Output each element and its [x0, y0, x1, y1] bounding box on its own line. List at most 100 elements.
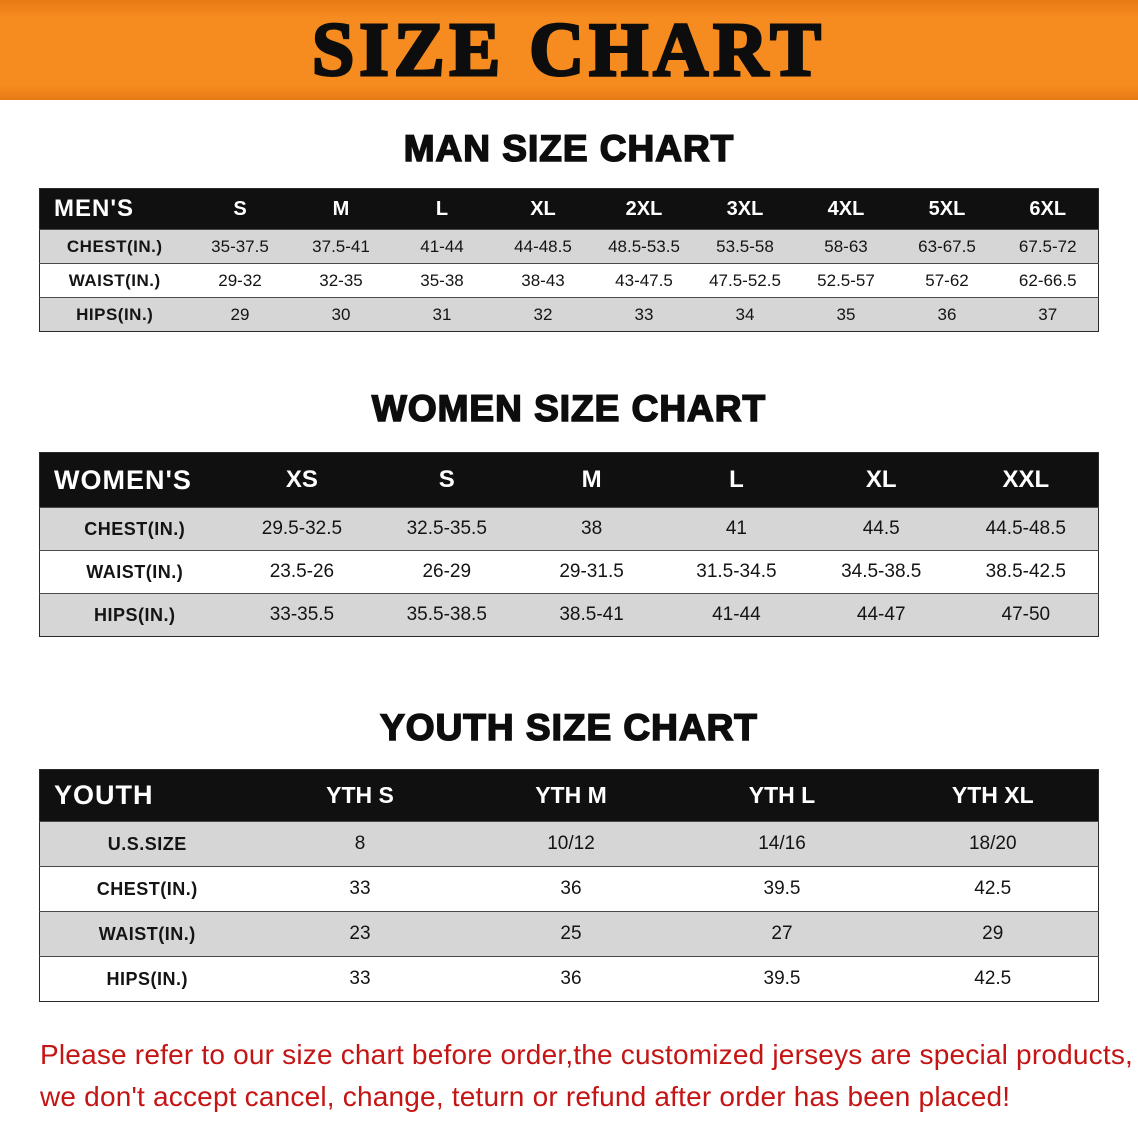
table-row: U.S.SIZE 8 10/12 14/16 18/20: [39, 821, 1099, 867]
size-column-header: YTH L: [748, 782, 816, 808]
table-row: CHEST(IN.) 33 36 39.5 42.5: [39, 866, 1099, 912]
cell-value: 58-63: [824, 236, 868, 256]
cell-value: 44-47: [856, 604, 906, 625]
size-column-header: YTH S: [326, 782, 394, 808]
cell-value: 47-50: [1001, 604, 1051, 625]
cell-value: 35-37.5: [211, 236, 269, 256]
order-notice-line-2: we don't accept cancel, change, teturn o…: [40, 1081, 1011, 1112]
cell-value: 39.5: [763, 968, 801, 989]
cell-value: 38.5-42.5: [985, 561, 1066, 582]
cell-value: 8: [354, 833, 366, 854]
size-column-header: XXL: [1002, 466, 1050, 493]
table-title: YOUTH: [54, 780, 154, 810]
row-label: WAIST(IN.): [98, 923, 196, 944]
cell-value: 48.5-53.5: [608, 236, 680, 256]
row-label: CHEST(IN.): [84, 518, 186, 539]
cell-value: 34.5-38.5: [841, 561, 922, 582]
table-row: WAIST(IN.) 23.5-26 26-29 29-31.5 31.5-34.5 34…: [39, 550, 1099, 594]
men-size-table: MEN'S S M L XL 2XL 3XL 4XL 5XL 6XL CHEST(IN.) 35-37…: [39, 188, 1099, 332]
size-column-header: 3XL: [726, 197, 764, 220]
cell-value: 52.5-57: [817, 270, 875, 290]
cell-value: 44-48.5: [514, 236, 572, 256]
row-label: HIPS(IN.): [93, 604, 176, 625]
cell-value: 35.5-38.5: [406, 604, 487, 625]
table-row: HIPS(IN.) 33 36 39.5 42.5: [39, 956, 1099, 1002]
row-label: U.S.SIZE: [107, 833, 187, 854]
cell-value: 29: [230, 304, 250, 324]
size-column-header: 2XL: [625, 197, 663, 220]
women-size-chart-heading: WOMEN SIZE CHART: [371, 387, 767, 430]
page-title: SIZE CHART: [310, 8, 826, 92]
cell-value: 36: [937, 304, 957, 324]
table-title: MEN'S: [54, 195, 135, 222]
cell-value: 25: [560, 923, 582, 944]
cell-value: 10/12: [547, 833, 595, 854]
size-column-header: XL: [865, 466, 897, 493]
size-column-header: YTH M: [535, 782, 607, 808]
row-label: WAIST(IN.): [86, 561, 184, 582]
table-row: HIPS(IN.) 29 30 31 32 33 34 35 36 37: [39, 297, 1099, 332]
table-row: WAIST(IN.) 29-32 32-35 35-38 38-43 43-47.5 47.…: [39, 263, 1099, 298]
cell-value: 32-35: [319, 270, 363, 290]
cell-value: 44.5-48.5: [985, 518, 1066, 539]
table-header-row: YOUTH YTH S YTH M YTH L YTH XL: [39, 769, 1099, 822]
cell-value: 32: [533, 304, 553, 324]
cell-value: 67.5-72: [1018, 236, 1077, 256]
cell-value: 32.5-35.5: [406, 518, 487, 539]
cell-value: 35: [836, 304, 856, 324]
cell-value: 27: [771, 923, 793, 944]
order-notice: Please refer to our size chart before or…: [40, 1034, 1138, 1118]
table-row: WAIST(IN.) 23 25 27 29: [39, 911, 1099, 957]
size-column-header: L: [729, 466, 744, 493]
order-notice-line-1: Please refer to our size chart before or…: [40, 1039, 1134, 1070]
row-label: CHEST(IN.): [66, 236, 163, 256]
cell-value: 29-31.5: [559, 561, 624, 582]
table-title: WOMEN'S: [54, 464, 192, 495]
size-column-header: S: [233, 197, 247, 220]
cell-value: 53.5-58: [716, 236, 774, 256]
size-column-header: 5XL: [928, 197, 966, 220]
men-size-section: MAN SIZE CHART MEN'S S M L XL 2XL 3XL 4XL 5XL 6XL…: [0, 127, 1138, 332]
table-header-row: MEN'S S M L XL 2XL 3XL 4XL 5XL 6XL: [39, 188, 1099, 230]
cell-value: 35-38: [420, 270, 464, 290]
cell-value: 31: [432, 304, 452, 324]
cell-value: 41-44: [420, 236, 464, 256]
table-row: CHEST(IN.) 35-37.5 37.5-41 41-44 44-48.5 48.5…: [39, 229, 1099, 264]
men-size-chart-heading: MAN SIZE CHART: [403, 127, 735, 170]
cell-value: 37: [1038, 304, 1058, 324]
cell-value: 36: [560, 878, 582, 899]
size-column-header: M: [581, 466, 602, 493]
cell-value: 29: [982, 923, 1004, 944]
youth-size-table: YOUTH YTH S YTH M YTH L YTH XL U.S.SIZE 8 10/12…: [39, 769, 1099, 1002]
banner: SIZE CHART: [0, 0, 1138, 100]
cell-value: 33-35.5: [269, 604, 335, 625]
cell-value: 23.5-26: [269, 561, 335, 582]
size-column-header: 4XL: [827, 197, 865, 220]
cell-value: 38-43: [521, 270, 565, 290]
cell-value: 38.5-41: [559, 604, 624, 625]
cell-value: 42.5: [974, 968, 1012, 989]
cell-value: 39.5: [763, 878, 801, 899]
cell-value: 31.5-34.5: [696, 561, 777, 582]
row-label: HIPS(IN.): [106, 968, 188, 989]
cell-value: 37.5-41: [312, 236, 370, 256]
table-row: HIPS(IN.) 33-35.5 35.5-38.5 38.5-41 41-44 44-…: [39, 593, 1099, 637]
cell-value: 23: [349, 923, 371, 944]
women-size-section: WOMEN SIZE CHART WOMEN'S XS S M L XL XXL CHEST(…: [0, 387, 1138, 637]
cell-value: 42.5: [974, 878, 1012, 899]
cell-value: 18/20: [968, 833, 1017, 854]
cell-value: 44.5: [862, 518, 900, 539]
youth-size-section: YOUTH SIZE CHART YOUTH YTH S YTH M YTH L YTH…: [0, 706, 1138, 1002]
cell-value: 14/16: [758, 833, 806, 854]
cell-value: 38: [581, 518, 603, 539]
row-label: CHEST(IN.): [96, 878, 198, 899]
size-column-header: XL: [530, 197, 556, 220]
table-header-row: WOMEN'S XS S M L XL XXL: [39, 452, 1099, 508]
cell-value: 33: [634, 304, 654, 324]
cell-value: 41-44: [712, 604, 761, 625]
cell-value: 34: [735, 304, 755, 324]
size-column-header: 6XL: [1029, 197, 1067, 220]
row-label: WAIST(IN.): [68, 270, 161, 290]
size-column-header: L: [435, 197, 449, 220]
cell-value: 33: [349, 878, 371, 899]
